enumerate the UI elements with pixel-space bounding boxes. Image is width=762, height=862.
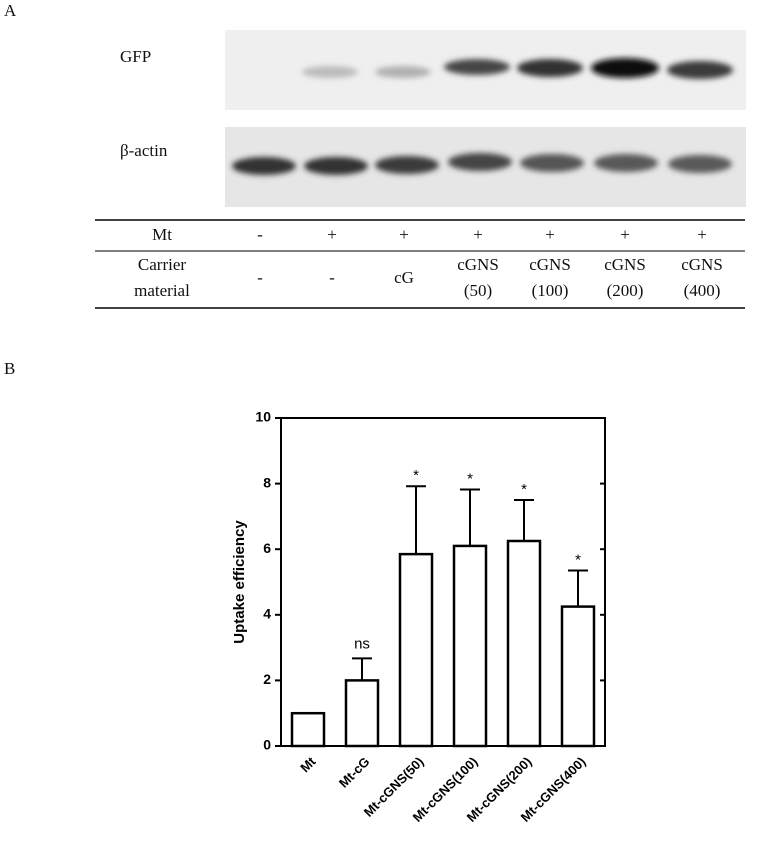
bar (398, 552, 434, 748)
y-tick-label: 0 (263, 737, 271, 753)
bar (290, 711, 326, 748)
table-text: - (257, 225, 263, 244)
actin-bands (232, 153, 732, 175)
x-tick-label: Mt (297, 753, 319, 775)
table-text: + (327, 225, 337, 244)
table-text: cG (394, 268, 414, 287)
x-tick-label: Mt-cG (336, 754, 373, 791)
error-bar (460, 488, 480, 546)
blot-label: GFP (120, 47, 151, 66)
table-text: cGNS (681, 255, 723, 274)
table-text: (200) (607, 281, 644, 300)
bar (560, 605, 596, 748)
table-text: - (257, 268, 263, 287)
y-tick-label: 10 (255, 409, 271, 425)
table-text: material (134, 281, 190, 300)
significance-label: * (413, 467, 419, 484)
bar (452, 544, 488, 748)
error-bar (406, 485, 426, 555)
significance-label: ns (354, 635, 370, 652)
y-tick-label: 6 (263, 540, 271, 556)
table-text: + (697, 225, 707, 244)
table-text: Carrier (138, 255, 186, 274)
y-axis-label: Uptake efficiency (231, 520, 248, 644)
significance-label: * (467, 470, 473, 487)
table-text: cGNS (529, 255, 571, 274)
y-tick-label: 4 (263, 606, 271, 622)
gfp-bands (302, 58, 733, 79)
table-text: cGNS (604, 255, 646, 274)
table-text: + (473, 225, 483, 244)
table-text: (50) (464, 281, 492, 300)
bar (344, 679, 380, 748)
panel-label: A (4, 1, 17, 20)
error-bar (352, 657, 372, 681)
error-bar (568, 569, 588, 607)
y-tick-label: 2 (263, 671, 271, 687)
plot-frame (280, 417, 606, 747)
table-text: + (620, 225, 630, 244)
significance-label: * (521, 481, 527, 498)
significance-label: * (575, 551, 581, 568)
table-text: Mt (152, 225, 172, 244)
table-text: (400) (684, 281, 721, 300)
error-bar (514, 499, 534, 541)
y-tick-label: 8 (263, 474, 271, 490)
bar (506, 539, 542, 748)
blot-label: β-actin (120, 141, 168, 160)
table-text: (100) (532, 281, 569, 300)
table-text: + (545, 225, 555, 244)
panel-label: B (4, 359, 15, 378)
table-text: cGNS (457, 255, 499, 274)
table-text: + (399, 225, 409, 244)
table-text: - (329, 268, 335, 287)
